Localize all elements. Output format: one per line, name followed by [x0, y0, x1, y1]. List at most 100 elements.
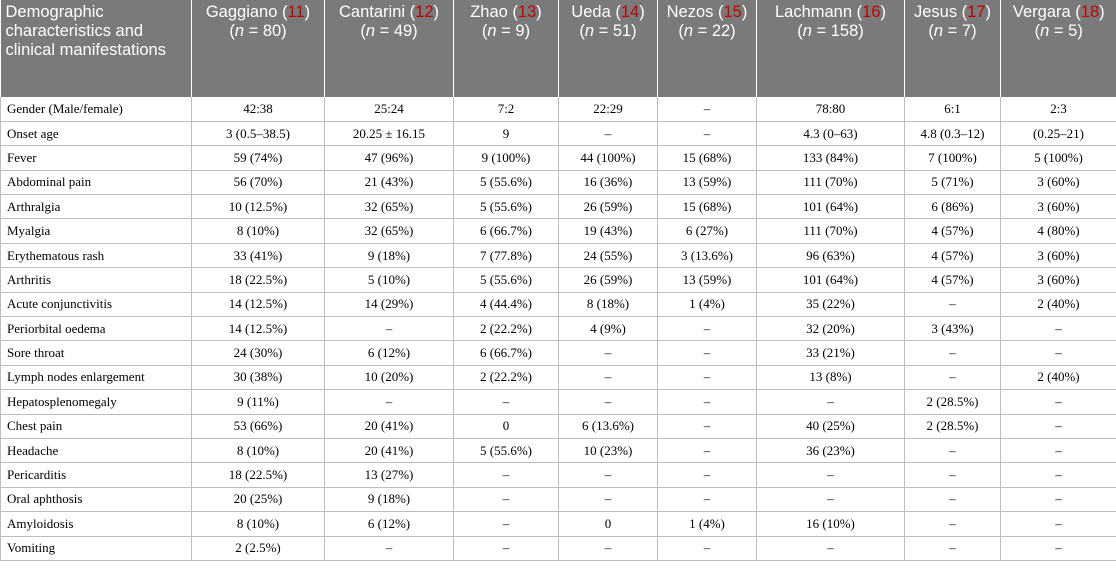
table-row: Periorbital oedema 14 (12.5%) –2 (22.2%) 4 …	[0, 316, 1116, 342]
table-cell: 56 (70%)	[191, 170, 325, 196]
table-cell: –	[904, 365, 1001, 391]
table-cell: 33 (21%)	[756, 340, 905, 366]
table-cell: 8 (10%)	[191, 438, 325, 464]
table-row: Onset age 3 (0.5–38.5) 20.25 ± 16.15 9– –4.3…	[0, 121, 1116, 147]
table-cell: –	[324, 536, 454, 561]
table-cell: 25:24	[324, 97, 454, 122]
table-body: Gender (Male/female) 42:38 25:24 7:2 22:29–7…	[0, 97, 1116, 561]
table-cell: 3 (60%)	[1000, 170, 1116, 196]
header-study-jesus: Jesus (17) (n = 7)	[904, 0, 1001, 97]
table-cell: 59 (74%)	[191, 145, 325, 171]
table-cell: 7 (100%)	[904, 145, 1001, 171]
table-cell: 4 (57%)	[904, 243, 1001, 269]
table-cell: 6 (86%)	[904, 194, 1001, 220]
reference-link[interactable]: 14	[620, 3, 640, 21]
study-author: Ueda	[571, 3, 611, 21]
table-cell: 20 (41%)	[324, 414, 454, 439]
table-cell: 111 (70%)	[756, 218, 905, 244]
table-row: Hepatosplenomegaly 9 (11%) – – – – –2 (28.5%) –	[0, 389, 1116, 415]
table-cell: 33 (41%)	[191, 243, 325, 269]
table-cell: 0	[453, 414, 559, 439]
sample-size-value: 158	[830, 22, 859, 40]
table-cell: –	[558, 340, 658, 366]
table-cell: –	[657, 340, 757, 366]
reference-link[interactable]: 18	[1080, 3, 1100, 21]
table-row: Sore throat 24 (30%) 6 (12%) 6 (66.7%) – –33 …	[0, 340, 1116, 366]
table-cell: –	[657, 414, 757, 439]
row-label: Arthritis	[0, 267, 192, 293]
sample-size-value: 7	[961, 22, 972, 40]
table-cell: –	[904, 438, 1001, 464]
table-cell: 13 (8%)	[756, 365, 905, 391]
table-cell: 30 (38%)	[191, 365, 325, 391]
sample-size-value: 49	[393, 22, 413, 40]
table-cell: 16 (10%)	[756, 511, 905, 537]
table-cell: –	[1000, 316, 1116, 342]
sample-size: (n = 80)	[229, 22, 287, 40]
table-cell: 101 (64%)	[756, 267, 905, 293]
table-cell: 26 (59%)	[558, 267, 658, 293]
row-label: Acute conjunctivitis	[0, 292, 192, 318]
reference-link[interactable]: 13	[517, 3, 537, 21]
reference-link[interactable]: 17	[967, 3, 986, 21]
table-cell: 2 (22.2%)	[453, 316, 559, 342]
study-author: Gaggiano	[205, 3, 278, 21]
table-cell: –	[657, 462, 757, 488]
table-cell: –	[324, 389, 454, 415]
header-study-nezos: Nezos (15) (n = 22)	[657, 0, 757, 97]
reference-link[interactable]: 12	[415, 3, 434, 21]
table-cell: 13 (27%)	[324, 462, 454, 488]
table-cell: 20 (41%)	[324, 438, 454, 464]
header-study-vergara: Vergara (18) (n = 5)	[1000, 0, 1116, 97]
table-cell: 47 (96%)	[324, 145, 454, 171]
table-row: Erythematous rash 33 (41%) 9 (18%) 7 (77.8%…	[0, 243, 1116, 269]
row-label: Vomiting	[0, 536, 192, 561]
table-cell: 1 (4%)	[657, 511, 757, 537]
header-study-ueda: Ueda (14) (n = 51)	[558, 0, 658, 97]
row-label: Amyloidosis	[0, 511, 192, 537]
table-cell: –	[453, 389, 559, 415]
table-cell: 5 (71%)	[904, 170, 1001, 196]
table-cell: 5 (100%)	[1000, 145, 1116, 171]
reference-link[interactable]: 16	[862, 3, 881, 21]
study-author: Vergara	[1012, 3, 1071, 21]
study-author: Cantarini	[339, 3, 406, 21]
row-label: Oral aphthosis	[0, 487, 192, 513]
table-cell: 9 (18%)	[324, 243, 454, 269]
reference-link[interactable]: 15	[723, 3, 742, 21]
table-cell: 8 (10%)	[191, 511, 325, 537]
table-cell: –	[657, 536, 757, 561]
row-label: Abdominal pain	[0, 170, 192, 196]
table-cell: 19 (43%)	[558, 218, 658, 244]
table-row: Myalgia 8 (10%) 32 (65%) 6 (66.7%) 19 (43%) 6…	[0, 218, 1116, 244]
study-author: Lachmann	[774, 3, 853, 21]
table-cell: –	[904, 292, 1001, 318]
table-cell: 2 (28.5%)	[904, 414, 1001, 439]
row-label: Pericarditis	[0, 462, 192, 488]
table-cell: –	[756, 462, 905, 488]
table-cell: 4 (44.4%)	[453, 292, 559, 318]
table-cell: 21 (43%)	[324, 170, 454, 196]
table-row: Chest pain 53 (66%) 20 (41%) 0 6 (13.6%) –40 …	[0, 414, 1116, 439]
table-cell: 6 (12%)	[324, 511, 454, 537]
table-cell: –	[657, 121, 757, 147]
table-cell: 15 (68%)	[657, 194, 757, 220]
row-label: Lymph nodes enlargement	[0, 365, 192, 391]
table-cell: 2 (40%)	[1000, 292, 1116, 318]
table-cell: 15 (68%)	[657, 145, 757, 171]
table-cell: –	[558, 365, 658, 391]
table-cell: 26 (59%)	[558, 194, 658, 220]
table-cell: 5 (10%)	[324, 267, 454, 293]
table-row: Gender (Male/female) 42:38 25:24 7:2 22:29–7…	[0, 97, 1116, 122]
table-cell: 101 (64%)	[756, 194, 905, 220]
table-cell: 2 (2.5%)	[191, 536, 325, 561]
table-cell: –	[904, 511, 1001, 537]
table-cell: –	[1000, 511, 1116, 537]
reference-link[interactable]: 11	[287, 3, 305, 21]
table-cell: 20.25 ± 16.15	[324, 121, 454, 147]
row-label: Sore throat	[0, 340, 192, 366]
table-cell: 6 (66.7%)	[453, 218, 559, 244]
table-cell: 22:29	[558, 97, 658, 122]
table-cell: –	[453, 487, 559, 513]
sample-size: (n = 5)	[1034, 22, 1083, 40]
